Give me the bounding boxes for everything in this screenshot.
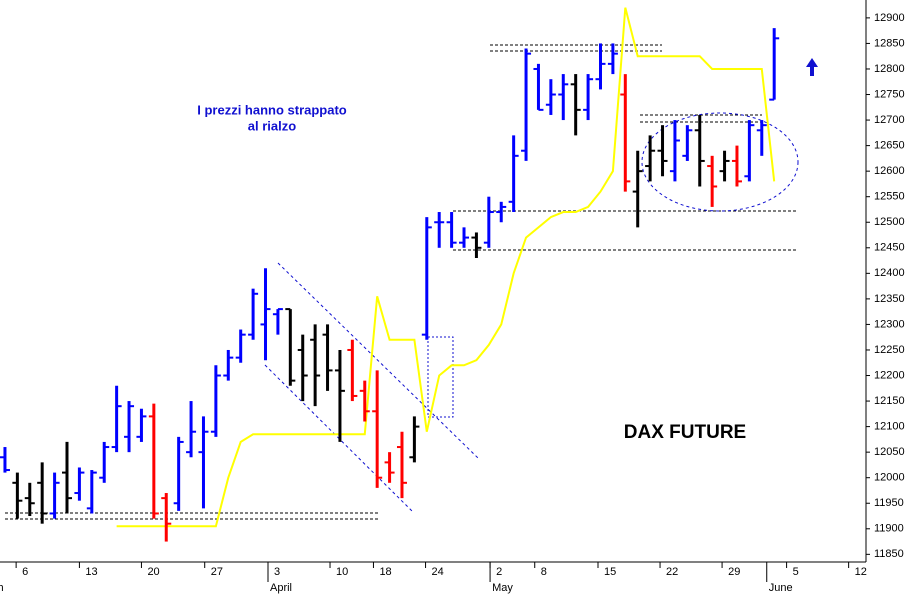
y-tick-label: 12750 xyxy=(874,88,905,100)
range-ellipse xyxy=(641,112,799,212)
x-tick-label: 5 xyxy=(793,566,799,578)
y-tick-label: 11950 xyxy=(874,497,904,509)
chart-label: DAX FUTURE xyxy=(624,422,746,443)
x-tick-label: 29 xyxy=(728,566,740,578)
y-tick-label: 12050 xyxy=(874,446,905,458)
month-label: May xyxy=(492,582,513,594)
y-tick-label: 12300 xyxy=(874,318,905,330)
y-tick-label: 12450 xyxy=(874,242,905,254)
y-tick-label: 12400 xyxy=(874,267,905,279)
x-tick-label: 12 xyxy=(855,566,867,578)
y-tick-label: 12200 xyxy=(874,369,905,381)
y-tick-label: 11900 xyxy=(874,523,904,535)
x-tick-label: 8 xyxy=(541,566,547,578)
x-tick-label: 10 xyxy=(336,566,348,578)
y-tick-label: 12600 xyxy=(874,165,905,177)
y-tick-label: 12900 xyxy=(874,12,905,24)
y-tick-label: 12800 xyxy=(874,63,905,75)
x-tick-label: 15 xyxy=(604,566,616,578)
x-tick-label: 20 xyxy=(147,566,159,578)
x-tick-label: 24 xyxy=(432,566,444,578)
x-tick-label: 6 xyxy=(22,566,28,578)
y-tick-label: 12550 xyxy=(874,191,905,203)
annotations xyxy=(5,44,818,520)
y-tick-label: 12850 xyxy=(874,37,905,49)
month-label: April xyxy=(270,582,292,594)
channel-line xyxy=(277,262,479,459)
x-tick-label: 3 xyxy=(274,566,280,578)
y-tick-label: 12150 xyxy=(874,395,905,407)
month-label: June xyxy=(769,582,793,594)
annotation: I prezzi hanno strappato xyxy=(197,102,347,117)
y-tick-label: 12650 xyxy=(874,140,905,152)
y-tick-label: 12100 xyxy=(874,421,905,433)
month-label: rch xyxy=(0,582,4,594)
x-tick-label: 18 xyxy=(379,566,391,578)
y-tick-label: 12350 xyxy=(874,293,905,305)
up-arrow xyxy=(806,58,818,76)
annotation: al rialzo xyxy=(248,118,296,133)
y-tick-label: 12700 xyxy=(874,114,905,126)
gap-box xyxy=(427,336,454,418)
x-tick-label: 22 xyxy=(666,566,678,578)
x-tick-label: 2 xyxy=(496,566,502,578)
y-tick-label: 12000 xyxy=(874,472,905,484)
y-tick-label: 11850 xyxy=(874,548,904,560)
y-tick-label: 12250 xyxy=(874,344,905,356)
x-tick-label: 13 xyxy=(85,566,97,578)
indicator-line xyxy=(116,7,776,528)
x-tick-label: 27 xyxy=(211,566,223,578)
y-tick-label: 12500 xyxy=(874,216,905,228)
